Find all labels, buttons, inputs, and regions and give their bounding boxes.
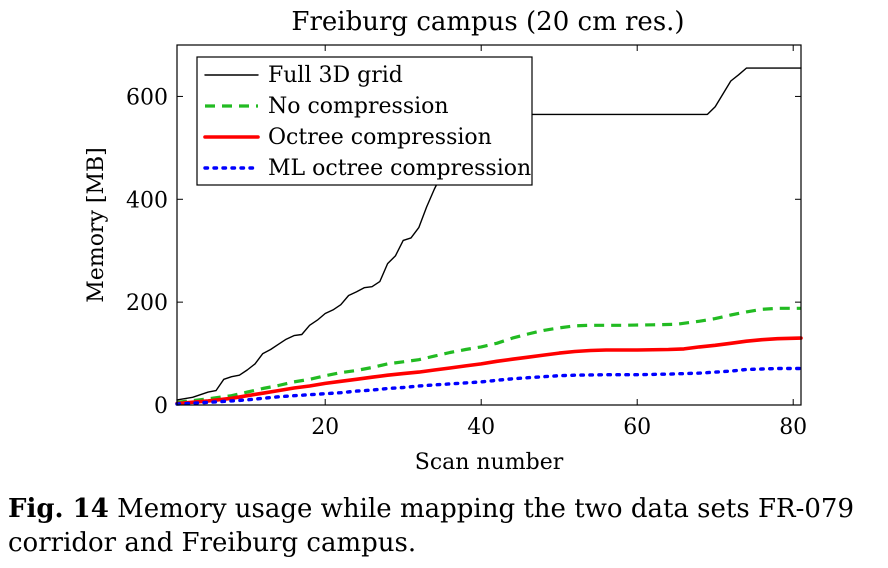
legend-box (196, 56, 533, 186)
y-tick-label: 600 (126, 85, 168, 110)
series-line-0 (176, 67, 802, 401)
legend-label-1: No compression (268, 94, 449, 119)
y-tick-label: 200 (126, 291, 168, 316)
caption-label: Fig. 14 (8, 494, 109, 524)
x-tick-label: 60 (623, 415, 651, 440)
legend-label-0: Full 3D grid (268, 63, 403, 88)
series-line-1 (176, 306, 801, 404)
legend-label-2: Octree compression (268, 125, 492, 150)
plot-lines (175, 67, 803, 406)
series-line-2 (175, 336, 803, 406)
legend: Full 3D grid No compression Octree compres… (196, 56, 533, 186)
x-tick-label: 20 (311, 415, 339, 440)
y-tick-label: 0 (154, 394, 168, 419)
chart-title: Freiburg campus (20 cm res.) (291, 7, 684, 37)
y-axis-label: Memory [MB] (84, 147, 109, 302)
x-tick-label: 80 (779, 415, 807, 440)
memory-usage-chart: Freiburg campus (20 cm res.) 20 40 60 80020… (84, 7, 807, 475)
caption-text: Memory usage while mapping the two data … (8, 494, 854, 558)
x-axis-label: Scan number (415, 450, 564, 475)
figure-caption: Fig. 14 Memory usage while mapping the t… (8, 492, 880, 560)
x-tick-label: 40 (467, 415, 495, 440)
y-tick-label: 400 (126, 188, 168, 213)
legend-label-3: ML octree compression (268, 156, 531, 181)
series-line-3 (175, 366, 803, 406)
axis-ticks: 20 40 60 80 0 200 400 600 (126, 45, 807, 440)
plot-frame (176, 44, 802, 406)
